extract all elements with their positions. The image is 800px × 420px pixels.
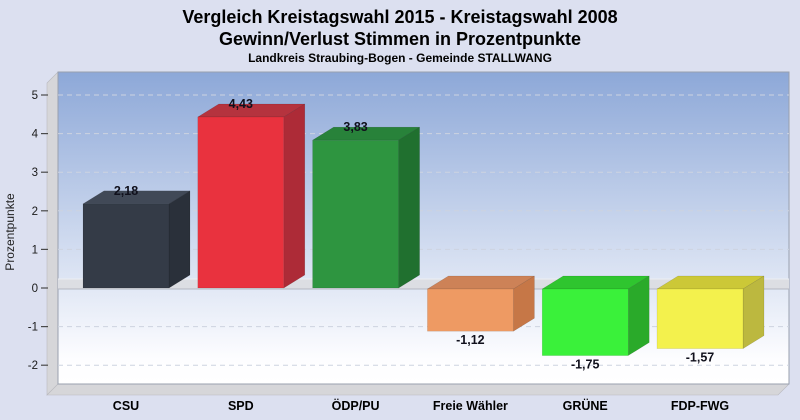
bar-front-face: [312, 139, 399, 289]
bar-side-face: [168, 190, 191, 289]
value-label-freie-waehler: -1,12: [456, 333, 485, 347]
category-label-fdp-fwg: FDP-FWG: [671, 399, 729, 413]
bar-csu: 2,18: [82, 184, 191, 289]
bar-front-face: [82, 203, 170, 289]
plot-left-wall: [46, 71, 59, 396]
bar-front-face: [541, 288, 629, 356]
category-label-oedp-pu: ÖDP/PU: [332, 398, 380, 413]
chart-subtitle: Landkreis Straubing-Bogen - Gemeinde STA…: [248, 51, 552, 65]
value-label-spd: 4,43: [229, 97, 253, 111]
category-label-gruene: GRÜNE: [563, 398, 608, 413]
value-label-oedp-pu: 3,83: [343, 120, 367, 134]
chart-title-line2: Gewinn/Verlust Stimmen in Prozentpunkte: [218, 29, 582, 49]
value-label-fdp-fwg: -1,57: [686, 351, 715, 365]
bar-front-face: [427, 288, 514, 332]
chart-title-line1: Vergleich Kreistagswahl 2015 - Kreistags…: [182, 7, 618, 27]
y-tick-label-4: 4: [32, 129, 39, 141]
bar-oedp-pu: 3,83: [311, 120, 421, 289]
value-label-csu: 2,18: [114, 184, 138, 198]
y-tick-label--2: -2: [28, 360, 38, 372]
bar-gruene: -1,75: [541, 275, 651, 372]
bar-front-face: [197, 116, 285, 289]
y-axis-title: Prozentpunkte: [3, 193, 17, 271]
bar-spd: 4,43: [196, 97, 306, 289]
bar-side-face: [627, 275, 650, 356]
bar-front-face: [656, 288, 744, 349]
y-tick-label--1: -1: [28, 322, 38, 334]
y-tick-label-5: 5: [32, 90, 38, 102]
bar-freie-waehler: -1,12: [426, 275, 536, 347]
bar-fdp-fwg: -1,57: [656, 275, 765, 365]
zero-band: [58, 279, 789, 289]
y-tick-label-3: 3: [32, 167, 38, 179]
bar-side-face: [283, 103, 306, 289]
bar-side-face: [398, 126, 420, 289]
bar-side-face: [742, 275, 765, 350]
chart-header: Vergleich Kreistagswahl 2015 - Kreistags…: [0, 6, 800, 66]
category-label-csu: CSU: [113, 399, 139, 413]
plot-floor: [46, 383, 790, 396]
category-label-freie-waehler: Freie Wähler: [433, 399, 508, 413]
value-label-gruene: -1,75: [571, 358, 600, 372]
category-label-spd: SPD: [228, 399, 254, 413]
y-tick-label-2: 2: [32, 206, 38, 218]
y-tick-label-0: 0: [32, 283, 38, 295]
y-tick-label-1: 1: [32, 244, 38, 256]
